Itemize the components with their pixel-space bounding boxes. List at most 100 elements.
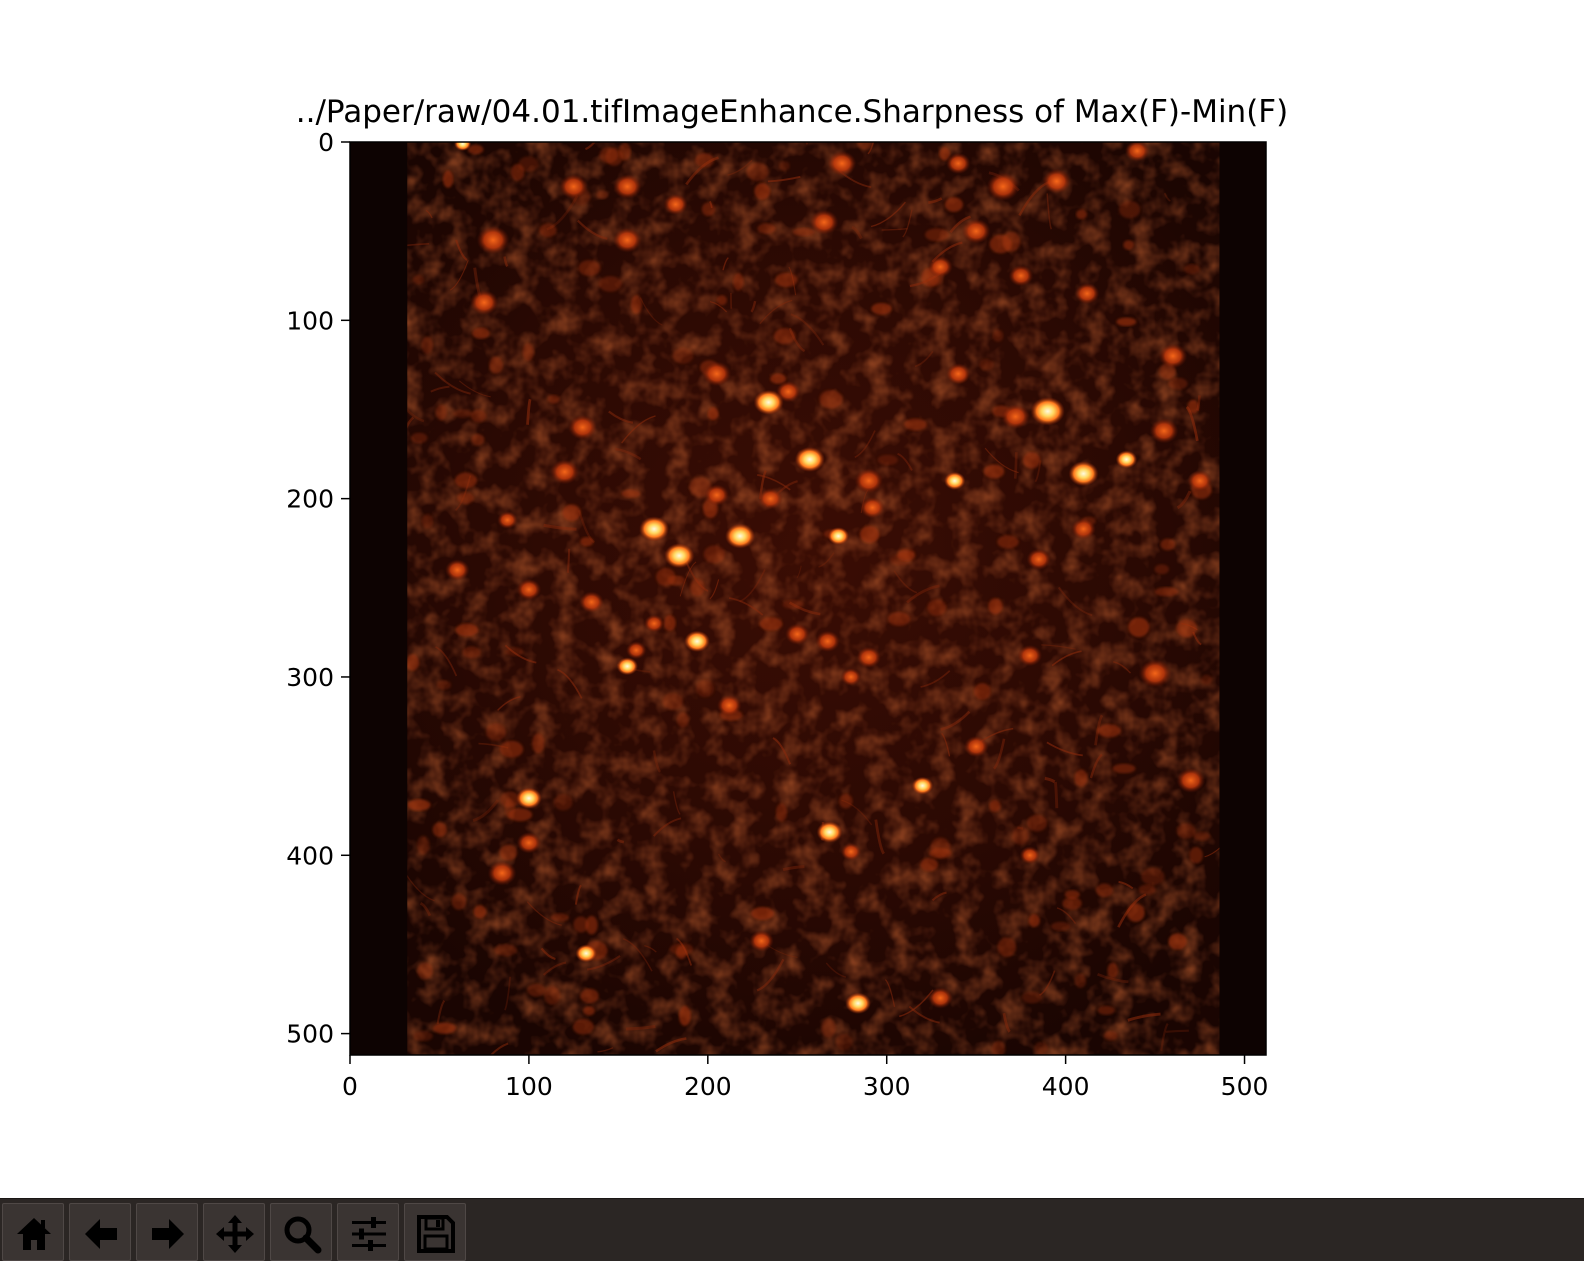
cell [517, 579, 542, 600]
dim-cell [596, 190, 608, 199]
floppy-disk-icon [416, 1214, 456, 1254]
cell [964, 736, 989, 757]
forward-button[interactable] [136, 1203, 198, 1261]
cell [1187, 470, 1212, 491]
cell [810, 210, 839, 235]
dim-cell [747, 163, 769, 182]
dim-cell [1160, 539, 1175, 551]
dim-cell [422, 514, 433, 529]
dim-cell [663, 693, 683, 710]
cell [758, 488, 783, 509]
y-tick-label: 400 [286, 841, 334, 870]
cell [928, 256, 953, 277]
dim-cell [1188, 400, 1199, 414]
dim-cell [453, 409, 472, 417]
neurite [801, 116, 807, 144]
x-tick-label: 200 [684, 1072, 732, 1101]
cell [1026, 549, 1051, 570]
cell [470, 290, 499, 315]
dim-cell [783, 600, 804, 609]
dim-cell [1168, 378, 1187, 390]
dim-cell [1116, 317, 1136, 326]
dim-cell [413, 275, 424, 285]
zoom-button[interactable] [270, 1203, 332, 1261]
x-tick-label: 100 [505, 1072, 553, 1101]
cell [841, 843, 862, 861]
bright-cell [754, 390, 784, 415]
y-tick-label: 200 [286, 485, 334, 514]
dim-cell [437, 680, 451, 689]
cell [445, 559, 470, 580]
cell [568, 415, 597, 440]
dim-cell [920, 858, 938, 871]
dim-cell [452, 894, 466, 910]
dim-cell [930, 838, 950, 858]
configure-subplots-button[interactable] [337, 1203, 399, 1261]
cell [841, 668, 862, 686]
dim-cell [1141, 868, 1164, 885]
dim-cell [456, 624, 479, 637]
home-button[interactable] [2, 1203, 64, 1261]
dim-cell [433, 822, 447, 837]
dim-cell [690, 579, 704, 596]
cell [1042, 169, 1071, 194]
y-tick-label: 500 [286, 1020, 334, 1049]
dim-cell [656, 568, 675, 586]
dim-cell [927, 599, 946, 616]
dim-cell [1034, 1042, 1048, 1055]
back-button[interactable] [69, 1203, 131, 1261]
arrow-left-icon [81, 1214, 121, 1254]
cell [1176, 768, 1205, 793]
bright-cell [795, 447, 825, 472]
x-tick-label: 300 [863, 1072, 911, 1101]
save-button[interactable] [404, 1203, 466, 1261]
dim-cell [494, 944, 517, 956]
y-tick-label: 300 [286, 663, 334, 692]
dim-cell [1098, 1006, 1115, 1015]
dim-cell [408, 799, 431, 810]
cell [613, 174, 642, 199]
dim-cell [457, 492, 474, 504]
dim-cell [793, 228, 815, 236]
bright-cell [664, 543, 694, 568]
dim-cell [1155, 587, 1179, 596]
cell [477, 226, 510, 255]
cell [854, 468, 883, 493]
dim-cell [819, 390, 842, 409]
bright-cell [1031, 397, 1065, 426]
cell [1071, 518, 1096, 539]
dim-cell [539, 223, 556, 237]
cell [785, 623, 810, 644]
pan-button[interactable] [203, 1203, 265, 1261]
cell [946, 153, 971, 174]
bright-cell [725, 524, 755, 549]
dim-cell [695, 153, 714, 167]
dim-cell [532, 733, 544, 753]
dim-cell [463, 646, 481, 658]
cell [550, 459, 579, 484]
dim-cell [527, 984, 545, 997]
x-tick-label: 500 [1221, 1072, 1269, 1101]
dim-cell [599, 276, 622, 292]
dim-cell [443, 170, 453, 187]
dim-cell [1096, 884, 1113, 898]
dim-cell [696, 680, 714, 697]
dim-cell [779, 161, 790, 171]
cell [1017, 645, 1042, 666]
dim-cell [888, 612, 910, 626]
cell [860, 497, 885, 518]
dim-cell [1113, 764, 1136, 774]
dim-cell [672, 348, 693, 364]
cell [704, 484, 729, 505]
cell [815, 631, 840, 652]
magnifier-icon [282, 1214, 322, 1254]
bright-cell [684, 631, 710, 652]
cell [1020, 846, 1041, 864]
neuron-image[interactable] [350, 116, 1266, 1077]
bright-cell [1116, 450, 1137, 468]
dim-cell [897, 551, 915, 561]
dim-cell [471, 434, 484, 446]
cell [1139, 659, 1172, 688]
dim-cell [860, 526, 879, 543]
